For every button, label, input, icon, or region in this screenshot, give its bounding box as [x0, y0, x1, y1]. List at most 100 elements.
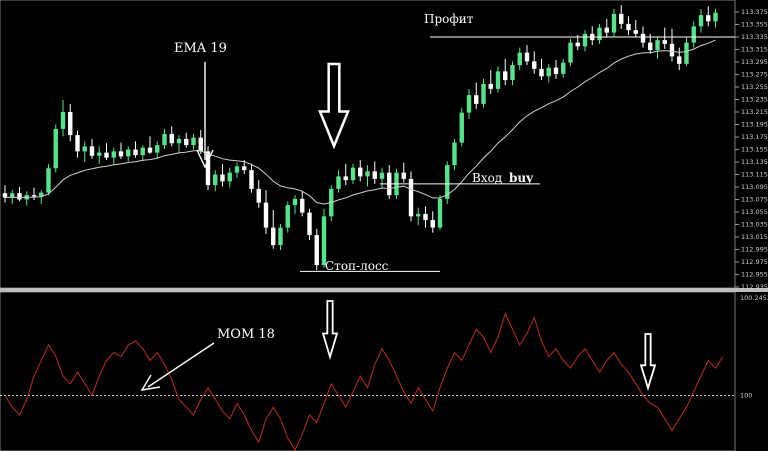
candle-body [669, 43, 675, 57]
price-tick-label: 113.335 [741, 33, 768, 41]
candle [358, 160, 363, 182]
candle-body [278, 227, 283, 246]
price-tick-label: 113.355 [741, 21, 768, 29]
candle-body [213, 174, 218, 186]
candle [343, 163, 348, 186]
price-tick-label: 113.055 [741, 208, 768, 216]
ema-line-group [4, 39, 716, 205]
candle-body [582, 33, 588, 47]
candle-body [611, 13, 617, 33]
candle-body [474, 95, 479, 104]
candle [75, 130, 80, 158]
candle-body [626, 23, 631, 31]
momentum-tick-label: 100.2452 [740, 294, 768, 302]
price-tick-label: 113.135 [741, 158, 768, 166]
candle [147, 136, 153, 154]
candle [2, 185, 8, 203]
candle-body [89, 146, 95, 156]
candle [133, 141, 138, 158]
candle-body [46, 168, 51, 193]
candle [481, 78, 486, 108]
candle [677, 47, 682, 71]
candle-body [437, 198, 443, 228]
candle [242, 160, 247, 174]
candle [285, 201, 290, 233]
momentum-line [4, 312, 724, 451]
momentum-line-group [4, 312, 724, 451]
candle [104, 143, 109, 161]
candle-body [452, 142, 457, 166]
candle-body [31, 195, 37, 197]
candle-body [256, 188, 261, 203]
candle [488, 70, 493, 94]
candle-body [503, 71, 508, 81]
candle-body [53, 128, 58, 169]
price-tick-label: 113.375 [741, 8, 768, 16]
candle-body [75, 135, 80, 152]
candle-body [271, 227, 276, 246]
candle [691, 21, 696, 48]
candle [445, 161, 450, 204]
price-candles [2, 5, 718, 271]
candle [53, 124, 58, 173]
candle [220, 163, 225, 187]
candle-body [227, 172, 232, 182]
candle [176, 135, 182, 153]
candle [213, 170, 218, 192]
candle-body [706, 15, 711, 22]
momentum-tick-label: 100 [740, 391, 752, 399]
candle-body [169, 133, 174, 144]
price-tick-label: 112.955 [741, 271, 768, 279]
candle-body [713, 12, 718, 22]
candle-body [10, 193, 15, 198]
candle [546, 63, 551, 83]
candle [372, 161, 377, 184]
candle-body [97, 152, 102, 156]
candle [111, 147, 116, 166]
candle [582, 30, 588, 52]
momentum-label: MOM 18 [217, 327, 275, 342]
candle-body [648, 42, 653, 51]
candle-body [184, 138, 189, 146]
candle [437, 195, 443, 231]
candle-body [553, 67, 559, 74]
price-tick-label: 113.195 [741, 121, 768, 129]
candle-body [39, 192, 44, 197]
candle-body [321, 216, 327, 266]
candle [416, 207, 421, 226]
candle-body [510, 65, 515, 81]
price-tick-label: 113.175 [741, 133, 768, 141]
candle [517, 47, 522, 71]
candle [46, 163, 51, 196]
momentum-signal-arrow-1 [321, 300, 339, 361]
candle [271, 210, 276, 249]
price-tick-label: 113.155 [741, 146, 768, 154]
candle-body [561, 62, 566, 74]
candle-body [111, 151, 116, 158]
candle [706, 6, 711, 27]
candle [611, 8, 617, 37]
candle [662, 27, 667, 49]
mom-pointer-head [140, 374, 161, 391]
candle-body [242, 166, 247, 171]
candle-body [307, 212, 312, 236]
trade-levels [300, 36, 735, 272]
candle [314, 228, 319, 271]
candle-body [126, 149, 131, 157]
candle [568, 38, 573, 67]
candle-body [372, 171, 377, 179]
candle [234, 162, 240, 178]
candle-body [220, 174, 225, 182]
candle [60, 100, 66, 137]
price-tick-label: 113.295 [741, 58, 768, 66]
candle-body [162, 133, 167, 146]
candle-body [597, 27, 602, 41]
candle-body [495, 71, 501, 89]
candle-body [532, 61, 537, 69]
candle [713, 8, 718, 28]
candle [31, 187, 37, 201]
candle [604, 18, 609, 38]
candle-body [68, 112, 73, 136]
candle [249, 163, 254, 193]
